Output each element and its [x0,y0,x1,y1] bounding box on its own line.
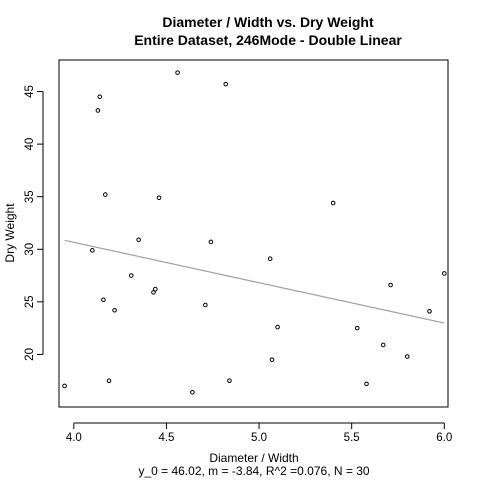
data-point [175,70,180,75]
data-point [203,302,208,308]
data-point [153,286,158,292]
x-tick-label: 5.5 [344,432,360,444]
data-points [62,70,447,395]
data-point [427,309,432,314]
data-point [103,192,108,197]
y-tick-label: 45 [24,85,36,98]
data-point [380,342,386,348]
y-axis-label: Dry Weight [3,203,17,263]
y-tick-label: 25 [24,295,36,308]
fit-statistics: y_0 = 46.02, m = -3.84, R^2 =0.076, N = … [138,464,369,478]
data-point [269,357,275,362]
data-point [364,381,369,387]
x-tick-label: 6.0 [436,432,452,444]
data-point [190,389,195,395]
data-point [136,237,141,243]
data-point [267,256,273,262]
y-tick-label: 35 [24,190,36,203]
data-point [128,273,134,278]
data-point [101,297,106,303]
data-point [227,378,232,384]
data-point [97,94,103,100]
x-tick-label: 4.0 [66,432,82,444]
x-axis-label: Diameter / Width [209,451,298,465]
fit-line [64,239,445,324]
x-tick-label: 5.0 [251,432,267,444]
y-tick-label: 20 [24,348,36,361]
data-point [208,239,214,245]
plot-frame [58,59,449,408]
data-point [106,378,112,384]
data-point [275,324,280,330]
data-point [330,200,336,206]
data-point [95,108,101,113]
chart-title: Diameter / Width vs. Dry Weight [162,14,374,30]
axes: 4.0 4.5 5.0 5.5 6.0 20 25 30 35 40 45 [24,85,452,444]
data-point [404,354,410,359]
y-tick-label: 40 [24,138,36,151]
data-point [90,248,95,253]
data-point [62,383,67,389]
data-point [388,282,393,288]
y-tick-label: 30 [24,243,36,256]
chart-subtitle: Entire Dataset, 246Mode - Double Linear [134,32,402,48]
data-point [223,81,229,87]
fit-line-group [64,239,445,324]
x-tick-label: 4.5 [158,432,174,444]
data-point [354,325,360,331]
data-point [112,307,117,313]
data-point [156,195,162,201]
data-point [441,271,447,276]
